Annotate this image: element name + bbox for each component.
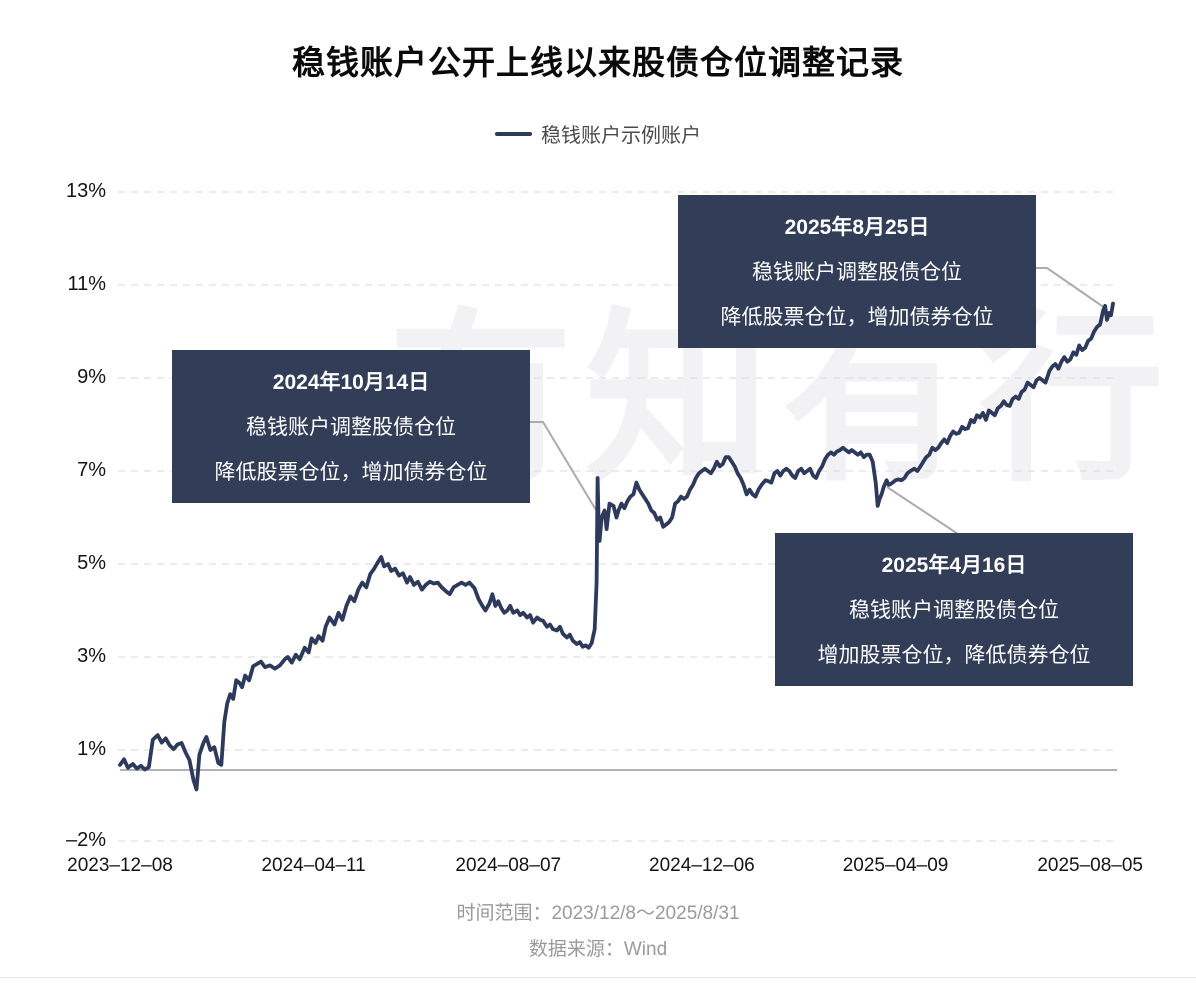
x-axis-tick-label: 2023–12–08	[67, 855, 173, 876]
annotation-line1: 稳钱账户调整股债仓位	[246, 416, 456, 439]
legend-label: 稳钱账户示例账户	[541, 125, 701, 147]
data-source-note: 数据来源：Wind	[528, 939, 668, 960]
annotation-date: 2025年4月16日	[881, 554, 1027, 577]
annotation-line2: 降低股票仓位，增加债券仓位	[720, 306, 994, 329]
y-axis-tick-label: 5%	[77, 552, 106, 574]
annotation-box: 2025年8月25日稳钱账户调整股债仓位降低股票仓位，增加债券仓位	[678, 195, 1036, 348]
annotation-connector-line	[886, 486, 959, 535]
y-axis-tick-label: 9%	[77, 366, 106, 388]
time-range-note: 时间范围：2023/12/8～2025/8/31	[456, 903, 740, 924]
y-axis-tick-label: –2%	[65, 829, 106, 851]
annotation-box: 2025年4月16日稳钱账户调整股债仓位增加股票仓位，降低债券仓位	[775, 533, 1133, 686]
x-axis-tick-label: 2024–08–07	[455, 855, 562, 876]
annotation-line1: 稳钱账户调整股债仓位	[752, 261, 962, 284]
x-axis-tick-label: 2025–04–09	[842, 855, 949, 876]
annotation-date: 2024年10月14日	[272, 371, 430, 394]
annotation-connector-line	[530, 421, 597, 511]
series-line-stable-account	[118, 301, 1115, 792]
page-title: 稳钱账户公开上线以来股债仓位调整记录	[292, 44, 904, 81]
x-axis-tick-label: 2024–12–06	[649, 855, 755, 876]
chart-legend: 稳钱账户示例账户	[0, 119, 1196, 148]
bottom-divider	[0, 977, 1196, 978]
annotation-line2: 降低股票仓位，增加债券仓位	[214, 461, 488, 484]
annotation-line1: 稳钱账户调整股债仓位	[849, 599, 1059, 622]
annotation-box: 2024年10月14日稳钱账户调整股债仓位降低股票仓位，增加债券仓位	[172, 350, 530, 503]
y-axis-tick-label: 3%	[77, 645, 106, 667]
y-axis-tick-label: 13%	[65, 180, 106, 202]
y-axis-tick-label: 1%	[77, 738, 106, 760]
y-axis-tick-label: 11%	[67, 273, 106, 295]
x-axis-tick-label: 2025–08–05	[1037, 855, 1143, 876]
annotation-line2: 增加股票仓位，降低债券仓位	[817, 644, 1091, 667]
legend-line-swatch	[495, 131, 532, 136]
y-axis-tick-label: 7%	[77, 459, 106, 481]
annotation-connector-line	[1036, 267, 1106, 309]
annotation-date: 2025年8月25日	[784, 216, 930, 239]
x-axis-tick-label: 2024–04–11	[261, 855, 366, 876]
